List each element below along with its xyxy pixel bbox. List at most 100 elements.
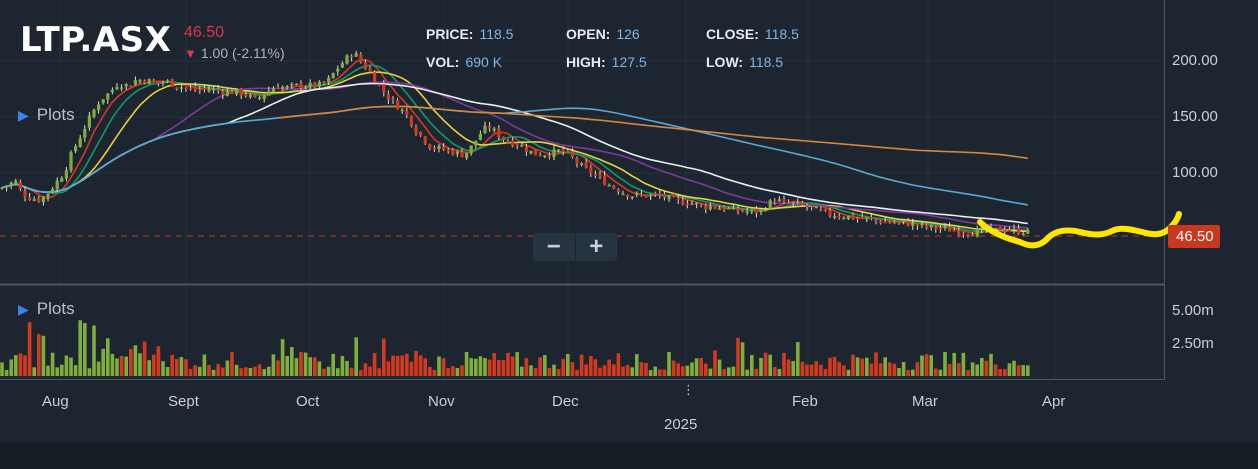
volume-bar (694, 358, 699, 376)
volume-bar (602, 365, 607, 376)
candle (787, 199, 791, 205)
candle (552, 145, 556, 161)
candle (189, 83, 193, 91)
candle (400, 108, 404, 114)
volume-bar (745, 369, 749, 376)
candle (207, 85, 211, 93)
candle (212, 85, 216, 94)
volume-bar (906, 369, 910, 376)
volume-plots-toggle[interactable]: ▶ Plots (18, 299, 75, 318)
candle (557, 149, 561, 153)
candle (948, 222, 952, 232)
volume-bar (170, 354, 174, 376)
volume-bar (451, 366, 455, 376)
volume-bar (621, 366, 625, 376)
volume-bar (993, 364, 998, 376)
gridlines (0, 0, 1165, 380)
volume-bar (441, 358, 446, 376)
volume-bar (1012, 360, 1016, 376)
volume-bar (579, 354, 584, 376)
volume-bar (161, 361, 165, 376)
volume-bar (543, 355, 547, 376)
volume-bar (165, 367, 170, 376)
volume-bar (1016, 365, 1021, 376)
volume-bar (897, 368, 901, 376)
candle (731, 203, 735, 210)
candle (405, 107, 409, 119)
ma-blue-line (1, 105, 1028, 206)
candle (32, 196, 36, 202)
volume-bar (561, 358, 565, 376)
volume-bar (727, 367, 731, 376)
candle (230, 89, 234, 95)
candle (511, 137, 515, 148)
volume-bar (934, 368, 938, 376)
candle (304, 85, 308, 90)
volume-bar (483, 358, 487, 376)
volume-bar (372, 353, 377, 376)
price-plots-toggle[interactable]: ▶ Plots (18, 105, 75, 124)
candle (161, 80, 165, 87)
candle (23, 186, 27, 202)
candle (800, 200, 804, 206)
volume-bar (69, 357, 73, 376)
volume-bar (989, 353, 993, 376)
volume-bar (1003, 369, 1007, 376)
volume-bar (625, 365, 630, 376)
volume-bar (280, 339, 285, 376)
volume-bar (211, 369, 216, 376)
volume-bar (184, 359, 188, 376)
candle (299, 80, 303, 93)
candle (584, 158, 588, 169)
candle (193, 82, 197, 93)
candle (156, 82, 160, 87)
volume-bar (805, 364, 809, 376)
candle (639, 190, 643, 197)
candle (869, 213, 873, 221)
minus-icon: − (546, 233, 561, 260)
volume-bar (156, 346, 161, 376)
zoom-out-button[interactable]: − (533, 233, 576, 261)
volume-bar (704, 363, 708, 376)
candle (833, 212, 837, 220)
volume-bar (359, 370, 363, 376)
candle (961, 231, 965, 238)
volume-bar (50, 352, 55, 376)
candle (603, 170, 607, 186)
candle (152, 78, 156, 83)
volume-bar (874, 352, 878, 376)
volume-bar (142, 341, 147, 376)
ma-white-line (1, 82, 1028, 225)
volume-bar (667, 352, 671, 376)
ma-orange-line (277, 105, 1028, 160)
volume-bar (400, 355, 404, 376)
volume-bar (129, 349, 133, 376)
candle (662, 190, 666, 201)
volume-bar (970, 362, 975, 376)
volume-bar (23, 355, 27, 376)
volume-bars (0, 320, 1030, 376)
volume-bar (768, 354, 772, 376)
volume-bar (1021, 365, 1025, 376)
candle (791, 201, 795, 207)
volume-bar (832, 356, 837, 376)
volume-bar (639, 362, 644, 376)
candle (101, 99, 105, 105)
volume-bar (943, 351, 947, 376)
candle (69, 150, 73, 173)
volume-bar (276, 360, 280, 376)
volume-bar (119, 355, 124, 376)
volume-bar (524, 358, 529, 376)
volume-bar (607, 359, 611, 376)
zoom-in-button[interactable]: + (576, 233, 618, 261)
x-tick-label: Sept (168, 393, 199, 410)
candle (828, 207, 832, 218)
candle (308, 79, 312, 90)
volume-bar (786, 359, 791, 376)
plots-triangle-icon: ▶ (18, 107, 29, 123)
candle (359, 52, 363, 64)
candle (1026, 228, 1030, 235)
candle (120, 84, 124, 92)
year-divider: ⋮ (682, 382, 695, 397)
